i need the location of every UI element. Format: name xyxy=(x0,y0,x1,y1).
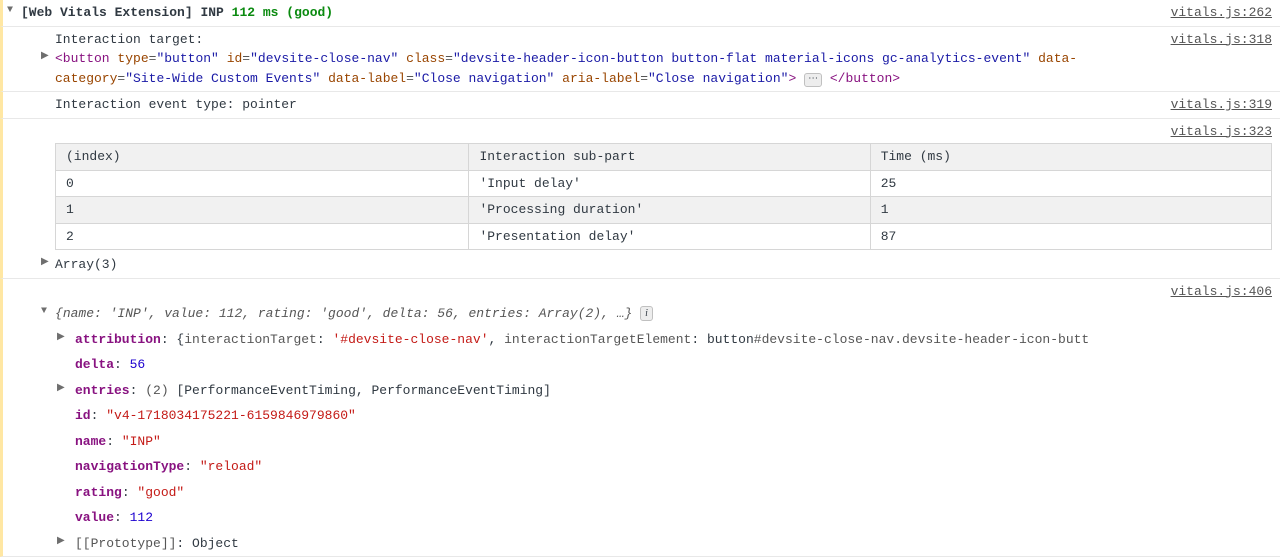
attr-name: type xyxy=(117,51,148,66)
chevron-right-icon[interactable]: ▶ xyxy=(57,381,65,396)
group-prefix: [Web Vitals Extension] xyxy=(21,5,193,20)
log-object-expanded: vitals.js:406 ▼ {name: 'INP', value: 112… xyxy=(0,279,1280,557)
object-preview[interactable]: {name: 'INP', value: 112, rating: 'good'… xyxy=(55,306,640,321)
log-interaction-target: Interaction target: vitals.js:318 ▶ <but… xyxy=(0,27,1280,93)
prop-key-prototype: [[Prototype]] xyxy=(75,536,176,551)
prop-value: "v4-1718034175221-6159846979860" xyxy=(106,408,356,423)
prop-key: navigationType xyxy=(75,459,184,474)
table-row: 0'Input delay'25 xyxy=(56,170,1272,197)
source-link[interactable]: vitals.js:262 xyxy=(1153,3,1272,23)
prop-key: value xyxy=(75,510,114,525)
interaction-timing-table: (index) Interaction sub-part Time (ms) 0… xyxy=(55,143,1272,250)
attr-name: aria-label xyxy=(562,71,640,86)
log-table: vitals.js:323 (index) Interaction sub-pa… xyxy=(0,119,1280,279)
table-header: Interaction sub-part xyxy=(469,144,870,171)
prop-value: [PerformanceEventTiming, PerformanceEven… xyxy=(176,383,550,398)
prop-key: rating xyxy=(75,485,122,500)
prop-value: "INP" xyxy=(122,434,161,449)
attr-name: id xyxy=(227,51,243,66)
prop-key: entries xyxy=(75,383,130,398)
prop-value: Object xyxy=(192,536,239,551)
attr-name-cont: category xyxy=(55,71,117,86)
table-row: 1'Processing duration'1 xyxy=(56,197,1272,224)
attr-value: "Close navigation" xyxy=(648,71,788,86)
chevron-right-icon[interactable]: ▶ xyxy=(57,330,65,345)
source-link[interactable]: vitals.js:319 xyxy=(1153,95,1272,115)
value-event-type: pointer xyxy=(242,97,297,112)
log-event-type: Interaction event type: pointer vitals.j… xyxy=(0,92,1280,119)
source-link[interactable]: vitals.js:323 xyxy=(1153,122,1272,142)
html-tag-open: <button xyxy=(55,51,110,66)
source-link[interactable]: vitals.js:318 xyxy=(1153,30,1272,50)
table-header: Time (ms) xyxy=(870,144,1271,171)
array-summary[interactable]: Array(3) xyxy=(55,257,117,272)
source-link[interactable]: vitals.js:406 xyxy=(1153,282,1272,302)
chevron-down-icon[interactable]: ▼ xyxy=(7,3,13,18)
prop-value: 56 xyxy=(130,357,146,372)
prop-value: 112 xyxy=(130,510,153,525)
chevron-right-icon[interactable]: ▶ xyxy=(41,49,49,64)
metric-value: 112 ms xyxy=(232,5,279,20)
attr-value: "Close navigation" xyxy=(414,71,554,86)
console-group-header: ▼ [Web Vitals Extension] INP 112 ms (goo… xyxy=(0,0,1280,27)
attr-name: data-label xyxy=(328,71,406,86)
label-event-type: Interaction event type: xyxy=(55,97,234,112)
label-interaction-target: Interaction target: xyxy=(55,32,203,47)
attr-value: "Site-Wide Custom Events" xyxy=(125,71,320,86)
info-icon[interactable]: i xyxy=(640,306,653,321)
prop-key: id xyxy=(75,408,91,423)
chevron-down-icon[interactable]: ▼ xyxy=(41,304,47,319)
attr-value: "devsite-header-icon-button button-flat … xyxy=(453,51,1030,66)
chevron-right-icon[interactable]: ▶ xyxy=(41,255,49,270)
attr-name: data- xyxy=(1038,51,1077,66)
table-header: (index) xyxy=(56,144,469,171)
prop-value: "reload" xyxy=(200,459,262,474)
chevron-right-icon[interactable]: ▶ xyxy=(57,534,65,549)
metric-rating: (good) xyxy=(286,5,333,20)
prop-key: attribution xyxy=(75,332,161,347)
attr-name: class xyxy=(406,51,445,66)
metric-name: INP xyxy=(200,5,223,20)
prop-key: name xyxy=(75,434,106,449)
ellipsis-icon[interactable]: ⋯ xyxy=(804,73,822,87)
table-row: 2'Presentation delay'87 xyxy=(56,223,1272,250)
prop-key: delta xyxy=(75,357,114,372)
html-tag-close: </button> xyxy=(830,71,900,86)
prop-value: "good" xyxy=(137,485,184,500)
attr-value: "button" xyxy=(156,51,218,66)
attr-value: "devsite-close-nav" xyxy=(250,51,398,66)
